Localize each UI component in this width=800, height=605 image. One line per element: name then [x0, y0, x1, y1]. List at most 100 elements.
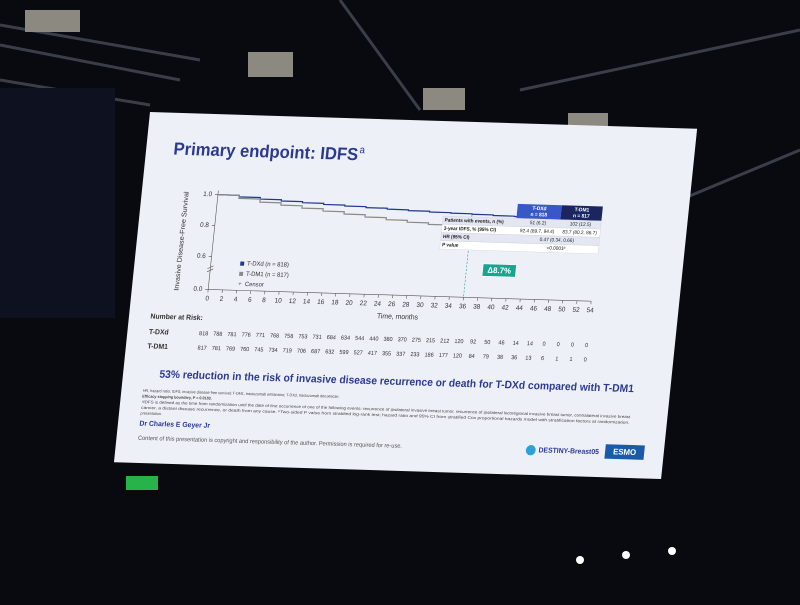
risk-count: 355	[382, 351, 392, 357]
light-box	[248, 52, 293, 77]
table-value: 102 (12.5)	[569, 221, 591, 228]
risk-title: Number at Risk:	[150, 313, 203, 322]
risk-count: 1	[555, 356, 559, 362]
risk-count: 370	[397, 337, 407, 343]
risk-count: 177	[438, 353, 448, 359]
legend-label: Censor	[245, 282, 265, 289]
risk-count: 215	[426, 338, 436, 344]
exit-sign	[126, 476, 158, 490]
table-value: 0.47 (0.34, 0.66)	[539, 237, 574, 244]
risk-count: 745	[254, 347, 264, 353]
x-tick-label: 34	[444, 303, 452, 310]
table-value: 51 (6.2)	[530, 220, 547, 227]
risk-count: 0	[583, 357, 587, 363]
risk-count: 769	[226, 346, 236, 352]
table-head-text: n = 818	[530, 212, 547, 219]
x-tick-label: 52	[572, 307, 580, 314]
risk-label: T-DM1	[147, 343, 168, 351]
risk-count: 212	[440, 338, 450, 344]
risk-count: 734	[268, 348, 278, 354]
x-tick-label: 54	[586, 307, 594, 314]
risk-count: 36	[511, 355, 518, 361]
floor-light	[622, 551, 630, 559]
x-tick-label: 36	[459, 303, 467, 310]
table-row-label: HR (95% CI)	[443, 234, 471, 241]
risk-count: 768	[270, 333, 280, 339]
risk-count: 544	[355, 336, 365, 342]
risk-count: 527	[353, 350, 363, 356]
risk-count: 186	[424, 352, 434, 358]
x-tick-label: 42	[501, 304, 509, 311]
x-tick-label: 44	[515, 305, 523, 312]
legend-label: T-DM1 (n = 817)	[246, 272, 289, 279]
risk-count: 817	[197, 345, 207, 351]
risk-count: 599	[339, 350, 349, 356]
legend-label: T-DXd (n = 818)	[247, 261, 289, 268]
floor-light	[576, 556, 584, 564]
risk-count: 1	[569, 357, 573, 363]
annotation: Δ8.7%	[487, 266, 511, 276]
x-tick-label: 18	[331, 299, 339, 306]
table-value: <0.0001ᵇ	[546, 245, 566, 252]
x-tick-label: 50	[558, 306, 566, 313]
risk-count: 380	[383, 337, 393, 343]
risk-count: 233	[410, 352, 420, 358]
risk-count: 120	[453, 353, 463, 359]
risk-count: 684	[326, 335, 336, 341]
y-tick-label: 0.0	[193, 286, 203, 293]
risk-count: 440	[369, 336, 379, 342]
risk-count: 0	[585, 343, 589, 349]
footnote: presentation.	[140, 411, 162, 416]
x-tick-label: 12	[288, 298, 296, 305]
risk-count: 771	[255, 333, 265, 339]
risk-count: 0	[542, 342, 546, 348]
risk-count: 781	[211, 346, 221, 352]
x-axis-label: Time, months	[377, 313, 419, 321]
table-value: 83.7 (80.2, 86.7)	[562, 229, 597, 236]
x-tick-label: 38	[473, 304, 481, 311]
x-tick-label: 46	[530, 305, 538, 312]
risk-count: 46	[498, 340, 505, 346]
risk-count: 760	[240, 347, 250, 353]
risk-count: 0	[556, 342, 560, 348]
x-tick-label: 24	[374, 300, 382, 307]
risk-count: 14	[512, 341, 519, 347]
risk-count: 275	[411, 338, 421, 344]
risk-count: 719	[282, 348, 292, 354]
legend-swatch	[240, 262, 244, 266]
risk-count: 337	[396, 352, 406, 358]
floor-light	[668, 547, 676, 555]
x-tick-label: 10	[274, 297, 282, 304]
table-value: 92.4 (89.7, 94.4)	[520, 228, 555, 235]
x-tick-label: 16	[317, 299, 325, 306]
risk-count: 84	[468, 354, 475, 360]
x-tick-label: 32	[430, 302, 438, 309]
x-tick-label: 48	[544, 306, 552, 313]
risk-count: 6	[541, 356, 545, 362]
risk-label: T-DXd	[149, 329, 169, 337]
x-tick-label: 22	[359, 300, 367, 307]
table-row-label: P value	[442, 242, 459, 249]
y-tick-label: 0.8	[200, 222, 210, 229]
risk-count: 38	[497, 355, 504, 361]
risk-count: 14	[526, 341, 533, 347]
risk-count: 92	[470, 339, 477, 345]
risk-count: 753	[298, 334, 308, 340]
x-tick-label: 30	[416, 302, 424, 309]
risk-count: 634	[341, 335, 351, 341]
risk-count: 818	[199, 331, 209, 337]
risk-count: 50	[484, 340, 491, 346]
risk-count: 0	[571, 342, 575, 348]
table-head-text: n = 817	[573, 213, 590, 220]
y-tick-label: 0.6	[196, 253, 206, 260]
x-tick-label: 26	[388, 301, 396, 308]
risk-count: 79	[482, 354, 489, 360]
y-tick-label: 1.0	[203, 191, 213, 198]
side-wall	[0, 88, 115, 318]
congress-logo: ESMO	[613, 447, 637, 457]
risk-count: 731	[312, 335, 322, 341]
risk-count: 417	[367, 351, 377, 357]
